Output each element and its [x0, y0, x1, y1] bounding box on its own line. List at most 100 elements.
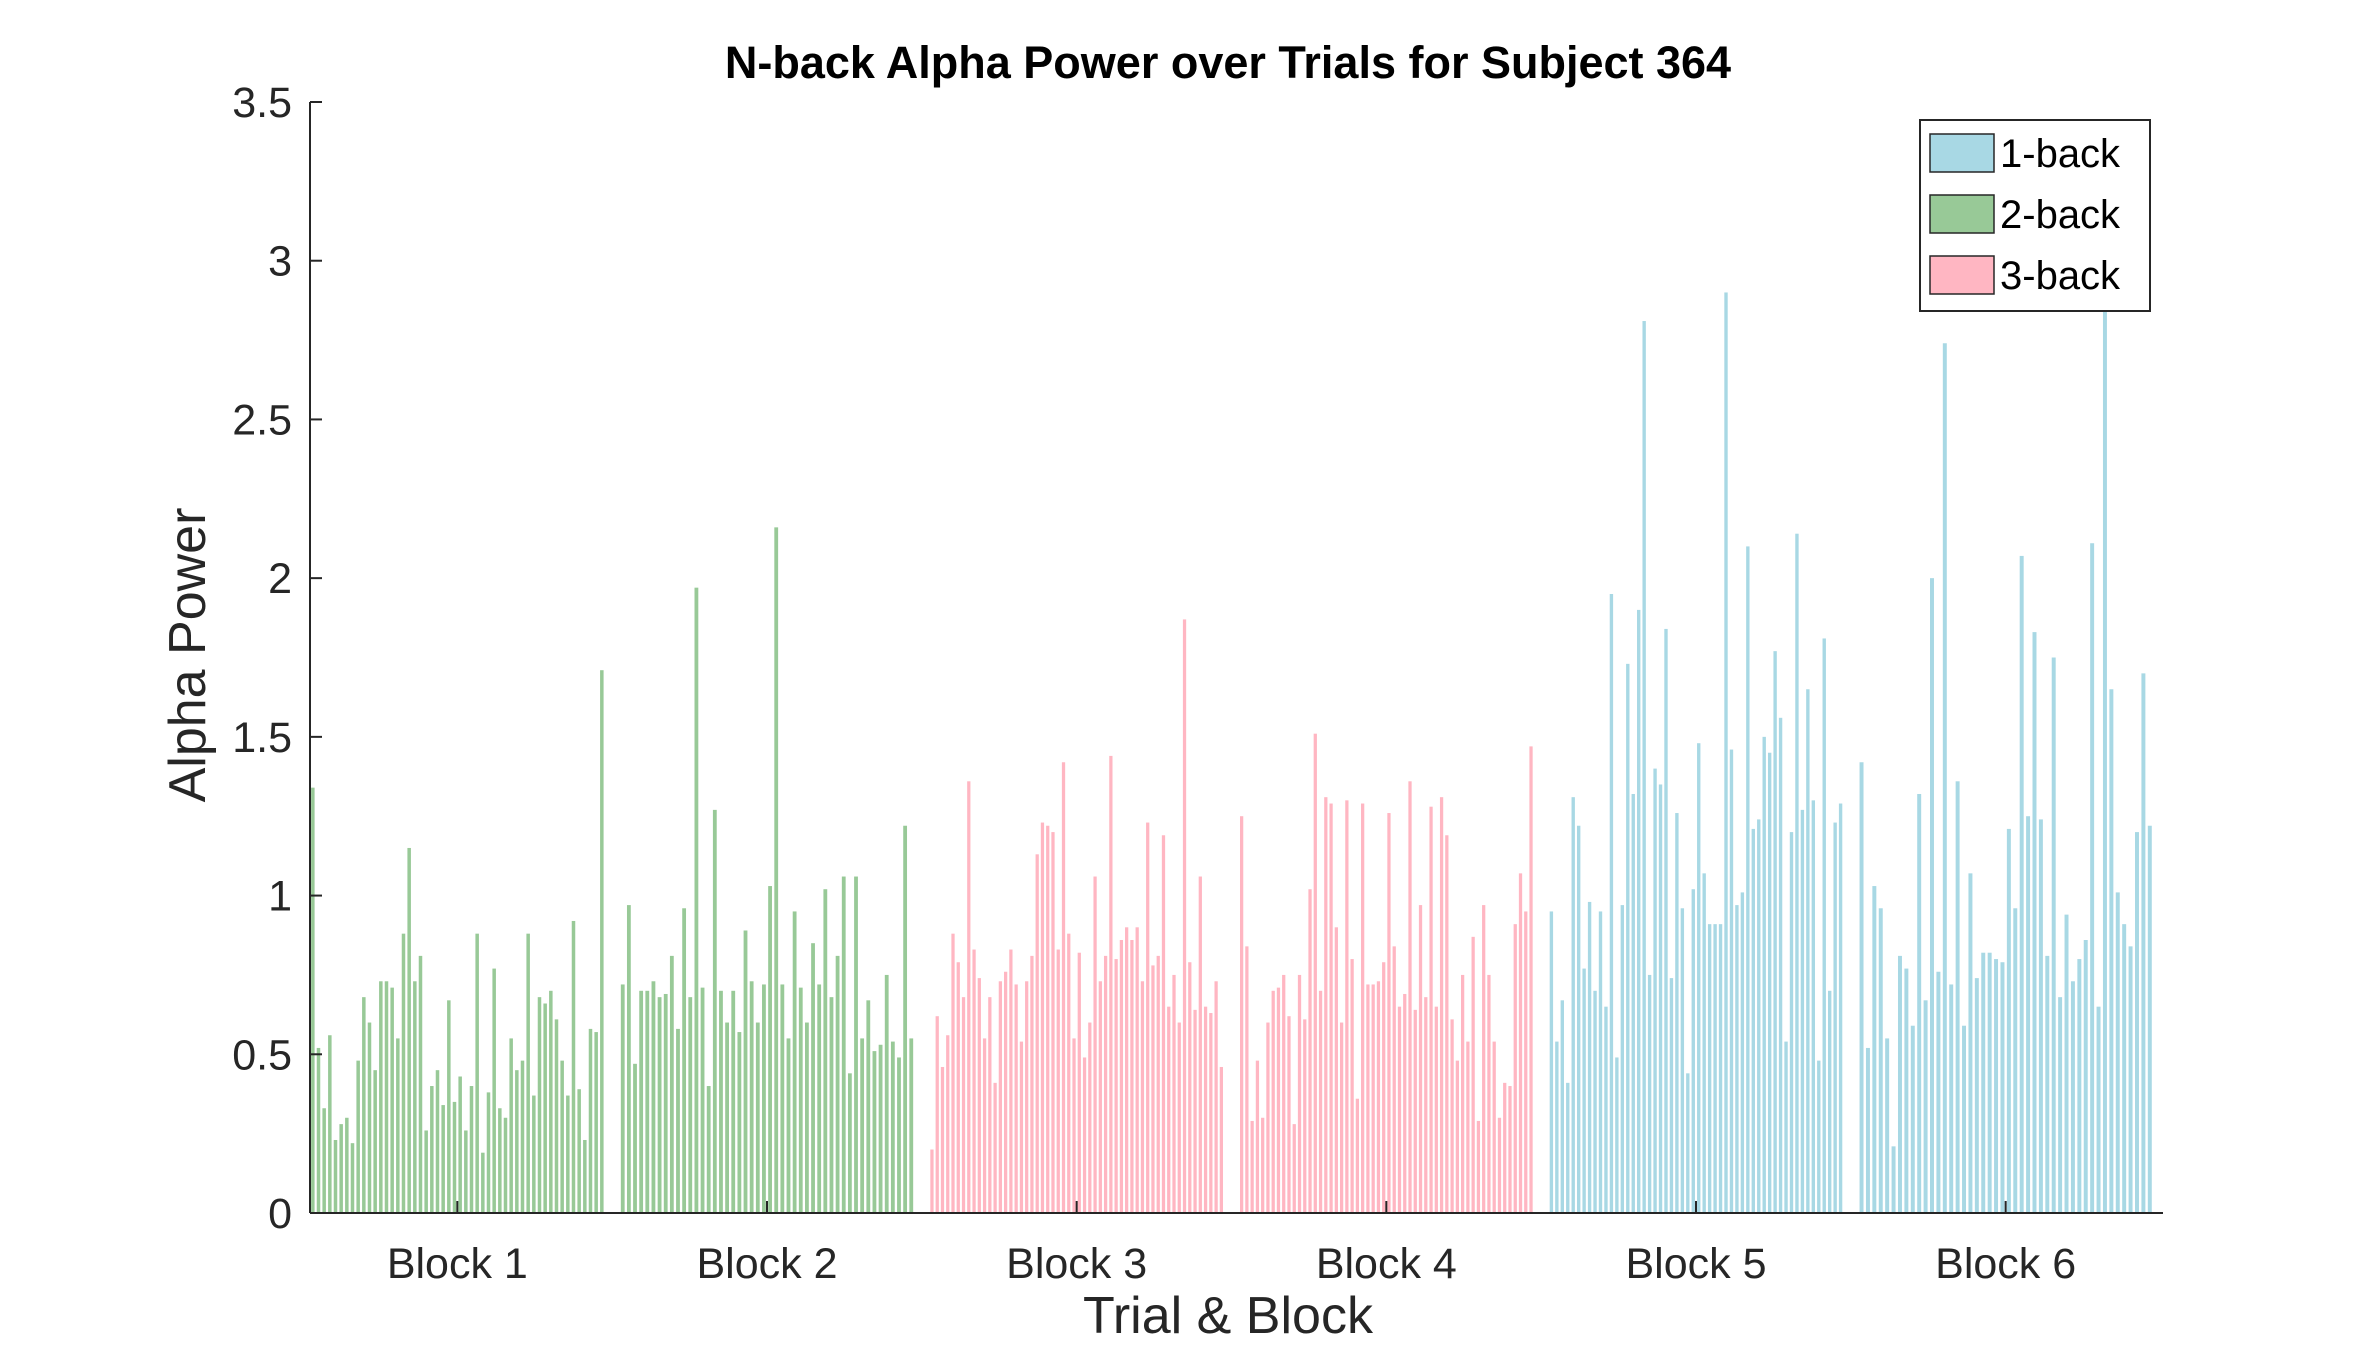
bar	[620, 984, 625, 1213]
bar	[481, 1152, 485, 1213]
bar	[1724, 292, 1728, 1214]
bar	[435, 1070, 440, 1213]
bar	[1642, 321, 1646, 1213]
bar	[712, 809, 717, 1213]
bar	[1637, 609, 1641, 1213]
bar	[682, 908, 687, 1213]
legend-label: 2-back	[2000, 193, 2121, 237]
bar	[554, 1019, 559, 1213]
bar	[792, 911, 797, 1213]
bar	[626, 905, 631, 1213]
bar	[1450, 1019, 1454, 1213]
y-tick-label: 2.5	[232, 396, 292, 444]
bar	[1114, 959, 1118, 1213]
bar	[1339, 1022, 1344, 1213]
bar	[2026, 816, 2031, 1213]
bar	[571, 920, 576, 1213]
bar	[311, 787, 315, 1213]
bar	[774, 527, 779, 1213]
bar	[1214, 981, 1218, 1213]
bar	[1376, 981, 1381, 1213]
bar	[854, 876, 858, 1213]
bar	[1035, 854, 1039, 1213]
bar	[1324, 797, 1328, 1213]
bar	[2147, 825, 2152, 1213]
y-tick-label: 0.5	[232, 1031, 292, 1079]
bar	[700, 987, 705, 1213]
bar	[1658, 784, 1663, 1213]
bar	[1009, 949, 1013, 1213]
bar	[1587, 901, 1592, 1213]
bar	[1455, 1060, 1459, 1213]
bar	[1566, 1082, 1570, 1213]
bar	[1865, 1047, 1870, 1213]
bar	[1923, 1000, 1928, 1213]
axes-group: 0 0.5 1 1.5 2 2.5 3 3.5 Block 1 Block 2 Block 3 Blo…	[232, 79, 2163, 1288]
bar	[1082, 1057, 1087, 1213]
bar	[1088, 1022, 1092, 1213]
bar	[1461, 974, 1465, 1213]
bar	[749, 981, 754, 1213]
bar	[384, 981, 389, 1213]
bar	[600, 670, 604, 1213]
bar	[1146, 822, 1150, 1213]
bar	[1355, 1098, 1360, 1213]
bar	[2115, 892, 2120, 1213]
bar	[1030, 955, 1034, 1213]
bar	[2128, 946, 2133, 1213]
bar	[503, 1117, 508, 1213]
bar	[1707, 924, 1712, 1213]
bar	[1718, 924, 1723, 1213]
bar	[988, 997, 992, 1213]
bar	[1513, 924, 1517, 1213]
bar	[835, 955, 840, 1213]
legend-label: 3-back	[2000, 254, 2121, 298]
bar	[982, 1038, 987, 1213]
bar	[1282, 974, 1286, 1213]
legend-swatch	[1929, 194, 1995, 234]
bar	[1974, 978, 1979, 1213]
bar	[515, 1070, 519, 1213]
bar	[1403, 993, 1407, 1213]
bar	[464, 1130, 468, 1213]
x-tick-label: Block 3	[1006, 1240, 1147, 1288]
bar	[1245, 946, 1249, 1213]
bar	[1135, 927, 1139, 1213]
bar	[1329, 803, 1333, 1213]
bar	[492, 968, 496, 1213]
bar	[2109, 689, 2114, 1213]
bar	[475, 933, 479, 1213]
bar	[1429, 806, 1433, 1213]
bar	[1487, 974, 1491, 1213]
bar	[549, 990, 553, 1213]
bar	[1620, 905, 1625, 1213]
bar	[1471, 936, 1475, 1213]
bar	[543, 1003, 547, 1213]
bar	[961, 997, 966, 1213]
bar	[1397, 1006, 1402, 1213]
bar	[1615, 1057, 1619, 1213]
bar	[2135, 832, 2139, 1213]
bar	[909, 1038, 914, 1213]
bar	[940, 1066, 945, 1213]
bar	[1702, 873, 1706, 1213]
bar	[1962, 1025, 1967, 1213]
bar	[1156, 955, 1160, 1213]
bar	[1560, 1000, 1564, 1213]
bar	[1604, 1006, 1608, 1213]
bar	[1287, 1016, 1291, 1213]
bar	[993, 1082, 997, 1213]
bar	[1130, 940, 1134, 1213]
bar	[1955, 781, 1960, 1213]
y-tick-label: 1	[268, 873, 292, 921]
bar	[1408, 781, 1412, 1213]
bar	[316, 1047, 321, 1213]
x-tick-label: Block 2	[696, 1240, 837, 1288]
bar	[594, 1032, 598, 1213]
bar	[1503, 1082, 1507, 1213]
bar	[1418, 905, 1423, 1213]
x-tick-label: Block 6	[1935, 1240, 2076, 1288]
bar	[1445, 835, 1449, 1213]
bar	[1891, 1146, 1896, 1213]
bar	[1878, 908, 1883, 1213]
